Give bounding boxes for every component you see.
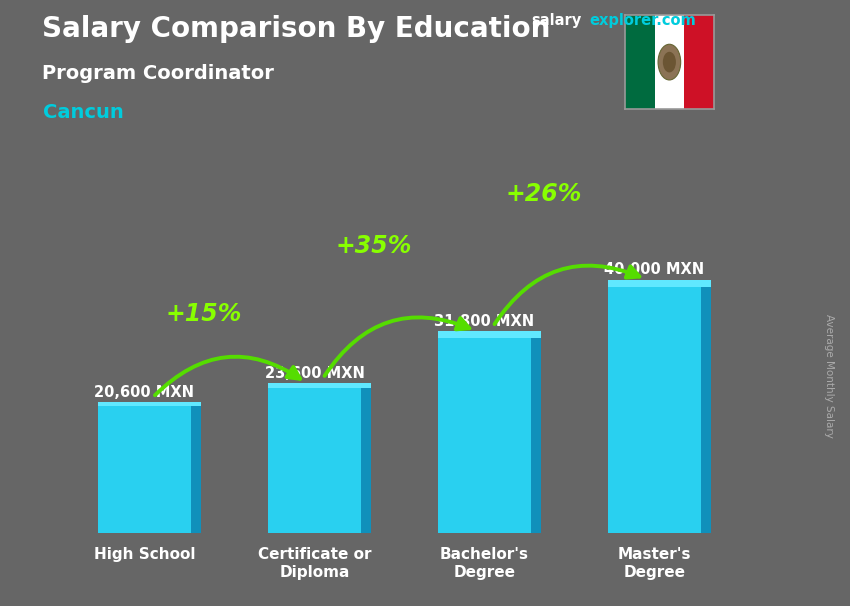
Bar	[438, 331, 541, 338]
Bar	[684, 15, 714, 109]
Bar	[438, 333, 531, 533]
Text: Cancun: Cancun	[42, 103, 123, 122]
Text: 20,600 MXN: 20,600 MXN	[94, 385, 195, 399]
Bar	[268, 383, 371, 388]
Text: 23,600 MXN: 23,600 MXN	[264, 365, 365, 381]
Bar	[98, 402, 201, 407]
Bar	[701, 287, 711, 533]
Text: +35%: +35%	[336, 234, 412, 258]
Text: Program Coordinator: Program Coordinator	[42, 64, 275, 82]
Text: +26%: +26%	[506, 182, 582, 206]
Text: 40,000 MXN: 40,000 MXN	[604, 262, 705, 277]
Text: Salary Comparison By Education: Salary Comparison By Education	[42, 15, 551, 43]
Bar	[268, 384, 361, 533]
Bar	[191, 407, 201, 533]
Bar	[98, 403, 191, 533]
Bar	[625, 15, 654, 109]
Circle shape	[658, 44, 681, 80]
Bar	[608, 281, 701, 533]
Circle shape	[663, 52, 676, 73]
Text: Average Monthly Salary: Average Monthly Salary	[824, 314, 834, 438]
Text: +15%: +15%	[166, 302, 242, 326]
Text: explorer.com: explorer.com	[589, 13, 696, 28]
Bar	[531, 338, 541, 533]
Bar	[608, 279, 711, 287]
Bar	[654, 15, 684, 109]
Text: 31,800 MXN: 31,800 MXN	[434, 314, 535, 329]
Bar	[361, 388, 371, 533]
Text: salary: salary	[531, 13, 581, 28]
